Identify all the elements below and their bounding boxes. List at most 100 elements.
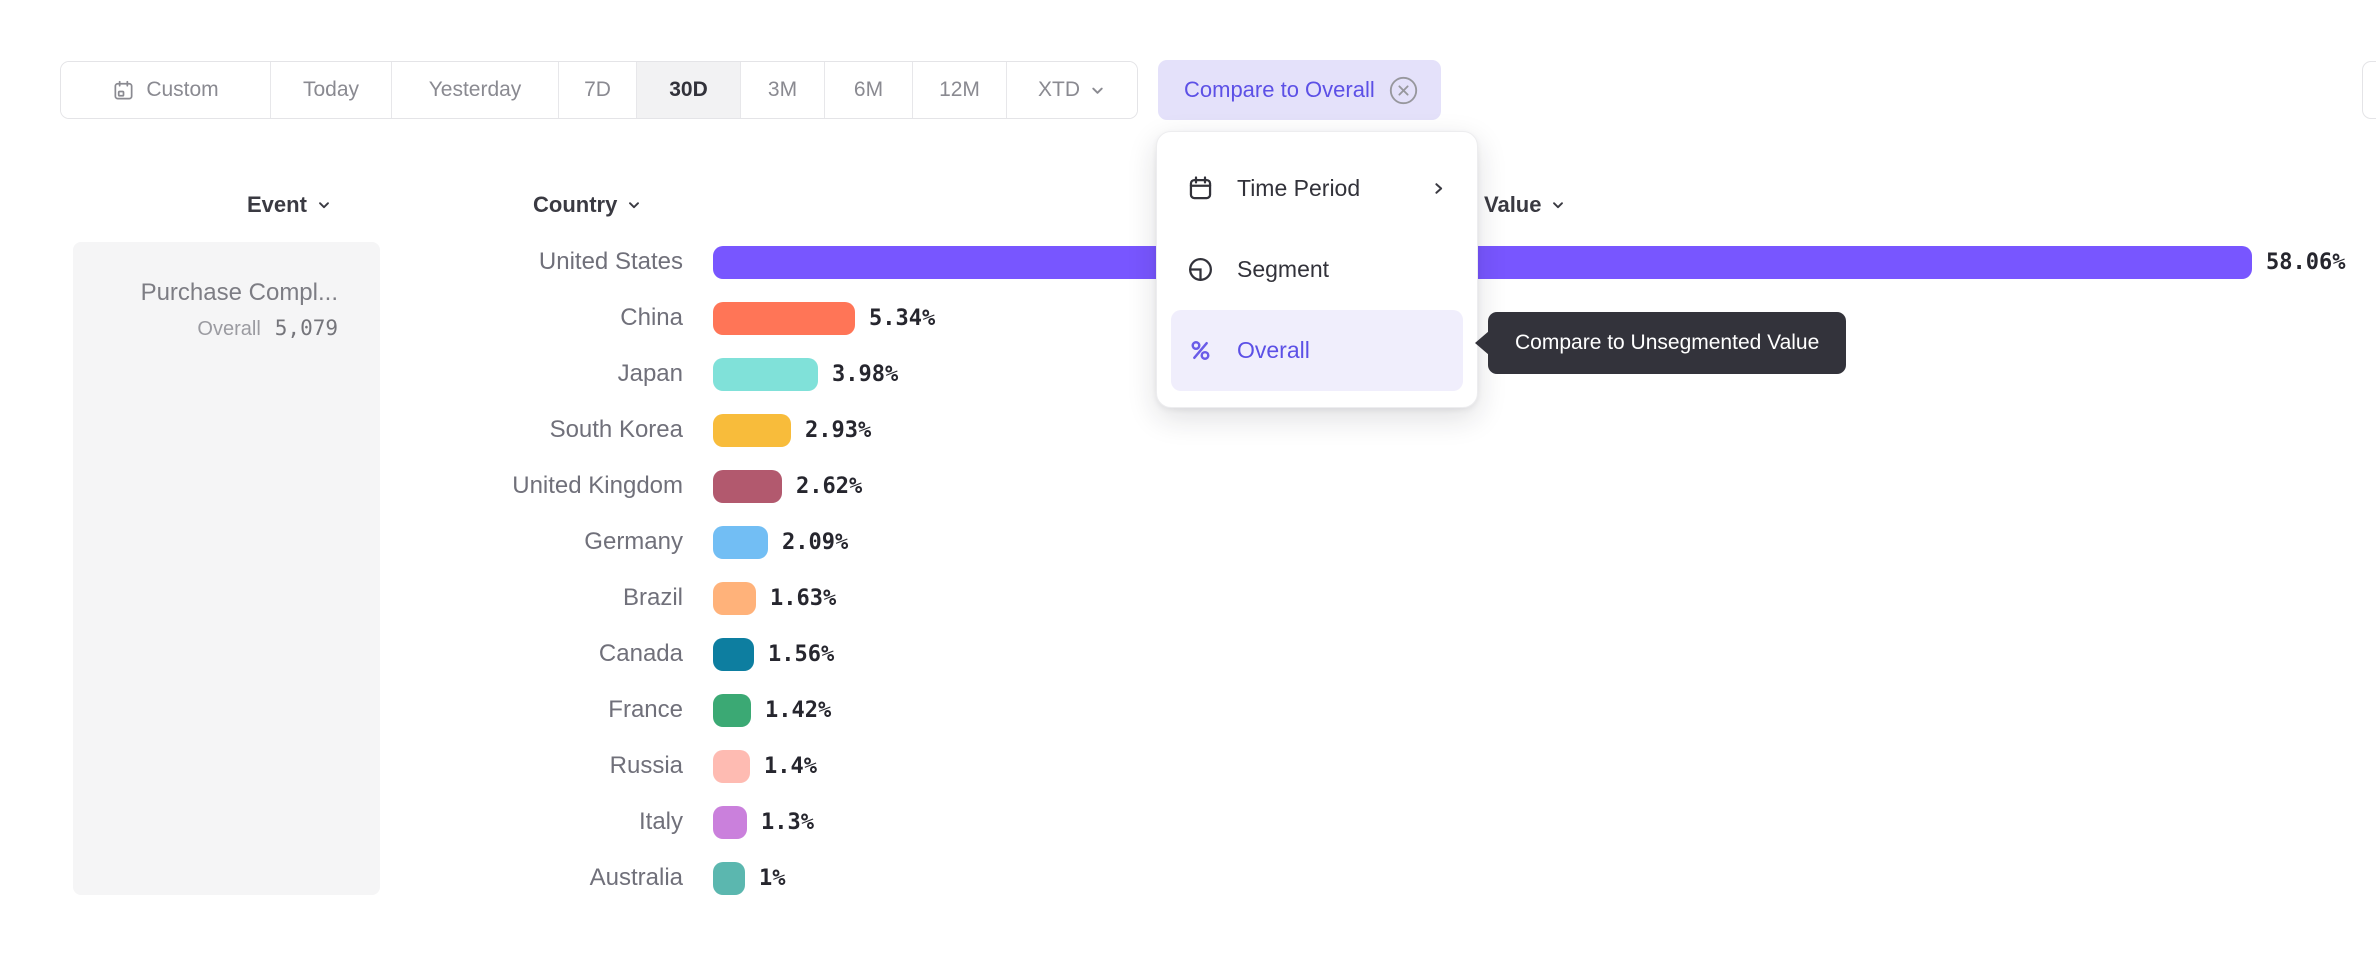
column-header-value[interactable]: Value	[1484, 186, 1566, 224]
event-title: Purchase Compl...	[140, 279, 338, 306]
percent-icon	[1187, 337, 1214, 364]
bar-label: Canada	[598, 640, 683, 667]
time-button-label: Yesterday	[428, 78, 522, 101]
time-button-7d[interactable]: 7D	[559, 62, 637, 118]
bar[interactable]	[713, 357, 818, 391]
column-header-country[interactable]: Country	[533, 186, 642, 224]
menu-item-label: Overall	[1237, 337, 1310, 363]
chevron-down-icon	[1550, 197, 1566, 213]
tooltip: Compare to Unsegmented Value	[1475, 312, 1847, 374]
column-header-event[interactable]: Event	[247, 186, 332, 224]
bar[interactable]	[713, 805, 747, 839]
compare-pill-label: Compare to Overall	[1184, 77, 1375, 102]
menu-item-label: Segment	[1237, 256, 1330, 282]
chart-row: Germany 2.09%	[0, 514, 2376, 570]
column-header-label: Value	[1484, 192, 1542, 217]
close-circle-icon[interactable]	[1388, 75, 1419, 106]
tooltip-text: Compare to Unsegmented Value	[1515, 331, 1820, 354]
chevron-down-icon	[316, 197, 332, 213]
time-button-label: 7D	[584, 78, 611, 101]
chart-row: United States 58.06%	[0, 234, 2376, 290]
bar-value: 3.98%	[832, 361, 899, 387]
bar-value: 5.34%	[869, 305, 936, 331]
chart-row: China 5.34%	[0, 290, 2376, 346]
time-button-label: 6M	[853, 78, 884, 101]
time-button-label: XTD	[1038, 78, 1080, 101]
bar[interactable]	[713, 301, 855, 335]
chart-row: Brazil 1.63%	[0, 570, 2376, 626]
bar[interactable]	[713, 413, 791, 447]
bar-value: 58.06%	[2266, 249, 2346, 275]
time-button-label: 3M	[767, 78, 798, 101]
menu-item-label: Time Period	[1237, 175, 1361, 201]
event-overall-value: 5,079	[274, 316, 338, 340]
bar-value: 1.63%	[770, 585, 837, 611]
time-button-label: Custom	[146, 78, 219, 101]
chart-row: United Kingdom 2.62%	[0, 458, 2376, 514]
time-button-today[interactable]: Today	[271, 62, 392, 118]
time-button-yesterday[interactable]: Yesterday	[392, 62, 559, 118]
bar-label: China	[620, 304, 683, 331]
bar-value: 2.62%	[796, 473, 863, 499]
chart-row: France 1.42%	[0, 682, 2376, 738]
bar[interactable]	[713, 469, 782, 503]
event-overall-label: Overall	[197, 318, 261, 340]
menu-item-overall[interactable]: Overall	[1171, 310, 1463, 391]
bar-label: Germany	[584, 528, 683, 555]
chevron-down-icon	[1089, 82, 1106, 99]
time-button-label: 30D	[669, 78, 708, 101]
bar-label: Japan	[617, 360, 683, 387]
bar[interactable]	[713, 581, 756, 615]
bar-value: 1.4%	[764, 753, 817, 779]
compare-dropdown-menu: Time Period Segment Overall	[1156, 131, 1478, 408]
bar[interactable]	[713, 861, 745, 895]
bar[interactable]	[713, 245, 2252, 279]
bar-label: Brazil	[622, 584, 683, 611]
time-button-xtd[interactable]: XTD	[1007, 62, 1137, 118]
menu-item-segment[interactable]: Segment	[1171, 229, 1463, 310]
calendar-icon	[112, 79, 135, 102]
bar[interactable]	[713, 693, 751, 727]
bar-value: 1%	[759, 865, 786, 891]
chart-row: Japan 3.98%	[0, 346, 2376, 402]
time-button-label: 12M	[939, 78, 980, 101]
time-button-custom[interactable]: Custom	[61, 62, 271, 118]
time-range-toolbar: Custom Today Yesterday 7D 30D 3M 6M 12M …	[60, 61, 1138, 119]
bar-value: 1.42%	[765, 697, 832, 723]
bar-label: South Korea	[549, 416, 683, 443]
bar-value: 2.93%	[805, 417, 872, 443]
bar-value: 1.3%	[761, 809, 814, 835]
event-overall-row: Overall 5,079	[93, 316, 338, 341]
compare-to-overall-pill[interactable]: Compare to Overall	[1158, 60, 1441, 120]
event-panel-purchase-completed[interactable]: Purchase Compl... Overall 5,079	[73, 242, 380, 895]
menu-item-time-period[interactable]: Time Period	[1171, 148, 1463, 229]
time-button-30d-selected[interactable]: 30D	[637, 62, 741, 118]
calendar-icon	[1187, 175, 1214, 202]
chart-row: Italy 1.3%	[0, 794, 2376, 850]
bar[interactable]	[713, 637, 754, 671]
time-button-12m[interactable]: 12M	[913, 62, 1007, 118]
time-button-6m[interactable]: 6M	[825, 62, 913, 118]
bar[interactable]	[713, 749, 750, 783]
chevron-right-icon	[1430, 180, 1447, 197]
bar-label: United States	[538, 248, 683, 275]
bar-label: Australia	[589, 864, 683, 891]
chevron-down-icon	[626, 197, 642, 213]
chart-row: Russia 1.4%	[0, 738, 2376, 794]
bar-label: Italy	[638, 808, 683, 835]
time-button-3m[interactable]: 3M	[741, 62, 825, 118]
bar-value: 1.56%	[768, 641, 835, 667]
bar-label: United Kingdom	[512, 472, 683, 499]
chart-row: Australia 1%	[0, 850, 2376, 906]
clipped-toolbar-box	[2362, 61, 2376, 119]
bar-value: 2.09%	[782, 529, 849, 555]
bar-label: Russia	[609, 752, 683, 779]
bar[interactable]	[713, 525, 768, 559]
chart-row: South Korea 2.93%	[0, 402, 2376, 458]
segment-icon	[1187, 256, 1214, 283]
column-header-label: Country	[533, 192, 618, 217]
chart-row: Canada 1.56%	[0, 626, 2376, 682]
column-header-label: Event	[247, 192, 307, 217]
tooltip-arrow	[1475, 331, 1489, 355]
time-button-label: Today	[302, 78, 360, 101]
